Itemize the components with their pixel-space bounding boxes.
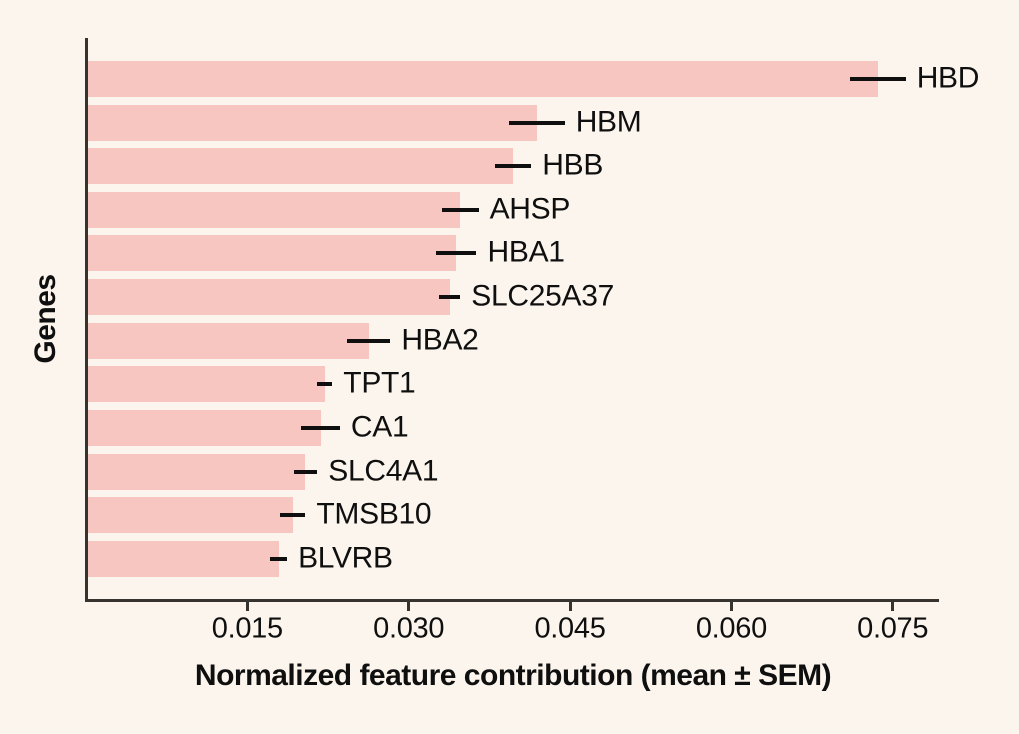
bar-tpt1 [88,366,325,403]
bar-slc25a37 [88,279,450,316]
gene-label-tmsb10: TMSB10 [316,497,432,531]
x-tick-mark-0.045 [568,602,572,611]
errorbar-hbm [508,120,565,125]
bar-hba1 [88,235,456,272]
gene-label-hbb: HBB [542,148,604,182]
errorbar-hba2 [347,338,391,343]
gene-label-ahsp: AHSP [489,192,571,226]
bar-hbd [88,60,878,97]
x-axis-label: Normalized feature contribution (mean ± … [194,659,832,692]
gene-label-tpt1: TPT1 [343,366,416,400]
x-tick-mark-0.060 [729,602,733,611]
errorbar-hbd [849,76,906,81]
errorbar-ca1 [301,426,340,431]
gene-label-slc4a1: SLC4A1 [328,454,439,488]
errorbar-ahsp [442,207,479,212]
bar-slc4a1 [88,453,306,490]
x-tick-label-0.030: 0.030 [373,612,445,645]
errorbar-slc4a1 [293,469,318,474]
bar-hba2 [88,322,369,359]
gene-label-hba2: HBA2 [401,323,479,357]
gene-label-slc25a37: SLC25A37 [471,279,615,313]
gene-label-hba1: HBA1 [487,235,565,269]
gene-label-hbd: HBD [916,61,980,95]
errorbar-tmsb10 [279,513,306,518]
x-tick-label-0.045: 0.045 [534,612,606,645]
errorbar-slc25a37 [438,295,461,300]
bar-tmsb10 [88,497,293,534]
bar-ca1 [88,410,321,447]
x-tick-label-0.060: 0.060 [695,612,767,645]
bar-hbb [88,148,513,185]
errorbar-hba1 [435,251,477,256]
y-axis-spine [84,38,88,602]
y-axis-label: Genes [29,274,62,364]
bar-ahsp [88,191,461,228]
gene-label-hbm: HBM [575,104,642,138]
errorbar-blvrb [269,557,288,562]
x-tick-mark-0.030 [407,602,411,611]
bar-blvrb [88,541,279,578]
errorbar-tpt1 [317,382,333,387]
errorbar-hbb [494,164,532,169]
x-tick-label-0.015: 0.015 [211,612,283,645]
gene-label-blvrb: BLVRB [298,541,393,575]
bar-hbm [88,104,537,141]
x-tick-mark-0.015 [245,602,249,611]
x-tick-mark-0.075 [891,602,895,611]
gene-label-ca1: CA1 [350,410,409,444]
x-axis-spine [84,599,939,602]
x-tick-label-0.075: 0.075 [857,612,929,645]
